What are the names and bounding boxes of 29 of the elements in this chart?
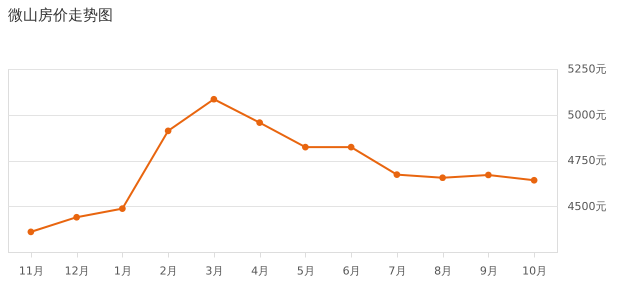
x-tick-label: 12月 bbox=[64, 264, 90, 278]
point bbox=[256, 119, 263, 126]
x-tick-label: 11月 bbox=[18, 264, 44, 278]
x-tick-label: 4月 bbox=[251, 264, 270, 278]
x-tick-label: 3月 bbox=[205, 264, 224, 278]
point bbox=[485, 172, 492, 178]
x-tick-label: 9月 bbox=[480, 264, 498, 278]
point bbox=[394, 171, 400, 178]
y-tick-label: 4500元 bbox=[568, 200, 606, 213]
point bbox=[210, 96, 218, 103]
point bbox=[119, 205, 126, 212]
chart-title: 微山房价走势图 bbox=[8, 6, 113, 24]
x-tick-label: 6月 bbox=[342, 264, 361, 278]
point bbox=[302, 144, 309, 150]
point bbox=[348, 144, 354, 150]
point bbox=[28, 228, 34, 236]
x-tick-label: 1月 bbox=[114, 264, 132, 278]
point bbox=[73, 214, 80, 221]
y-tick-label: 5250元 bbox=[568, 62, 606, 76]
x-tick-label: 5月 bbox=[296, 264, 315, 278]
y-tick-label: 4750元 bbox=[568, 154, 606, 167]
y-tick-label: 5000元 bbox=[568, 108, 606, 122]
x-tick-label: 8月 bbox=[434, 264, 452, 278]
point bbox=[530, 176, 538, 184]
x-tick-label: 2月 bbox=[160, 264, 178, 278]
point bbox=[439, 174, 446, 182]
point bbox=[164, 128, 172, 134]
x-tick-label: 7月 bbox=[388, 264, 406, 278]
x-tick-label: 10月 bbox=[522, 264, 548, 278]
